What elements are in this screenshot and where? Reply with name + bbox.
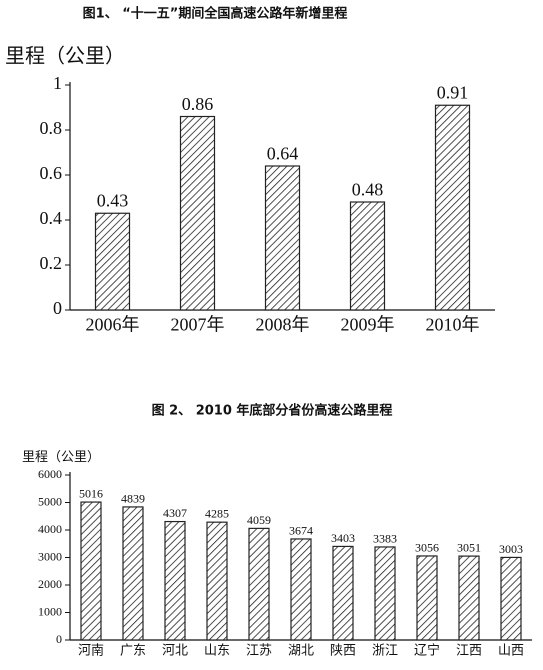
value-label: 3056 (415, 541, 439, 555)
x-tick-label: 2008年 (256, 314, 310, 334)
x-tick-label: 浙江 (372, 643, 398, 658)
bar (164, 520, 186, 641)
value-label: 3383 (373, 532, 397, 546)
y-tick-label: 0.4 (40, 208, 63, 228)
x-tick-label: 陕西 (330, 643, 356, 658)
y-axis-label: 里程（公里） (5, 45, 125, 68)
bar (500, 556, 522, 641)
chart-title: 图1、 “十一五”期间全国高速公路年新增里程 (83, 6, 348, 22)
bar (290, 538, 312, 641)
y-tick-label: 0 (53, 298, 62, 318)
x-tick-label: 山西 (498, 643, 524, 658)
value-label: 3674 (289, 524, 313, 538)
value-label: 3003 (499, 542, 523, 556)
y-tick-label: 2000 (38, 577, 62, 591)
x-tick-label: 河南 (78, 643, 104, 658)
bar (374, 546, 396, 641)
y-tick-label: 1 (53, 73, 62, 93)
value-label: 4285 (205, 507, 229, 521)
y-tick-label: 6000 (38, 467, 62, 481)
y-tick-label: 1000 (38, 604, 62, 618)
value-label: 4839 (121, 491, 145, 505)
x-tick-label: 辽宁 (414, 643, 440, 658)
x-tick-label: 江西 (456, 643, 482, 658)
bar (349, 201, 386, 311)
y-tick-label: 5000 (38, 494, 62, 508)
value-label: 0.86 (182, 94, 214, 114)
bar (94, 212, 131, 311)
x-tick-label: 河北 (162, 643, 188, 658)
x-tick-label: 广东 (120, 643, 146, 658)
value-label: 0.48 (352, 179, 384, 199)
bar (332, 545, 354, 641)
y-axis-label: 里程（公里） (22, 449, 100, 464)
value-label: 4059 (247, 513, 271, 527)
bar (206, 521, 228, 641)
bar (458, 555, 480, 641)
y-tick-label: 0 (56, 632, 62, 646)
bar (434, 104, 471, 311)
y-tick-label: 0.2 (40, 253, 63, 273)
y-tick-label: 4000 (38, 522, 62, 536)
bar (264, 165, 301, 311)
x-tick-label: 江苏 (246, 643, 272, 658)
chart-title: 图 2、 2010 年底部分省份高速公路里程 (152, 403, 393, 419)
bar (122, 506, 144, 641)
y-tick-label: 3000 (38, 549, 62, 563)
value-label: 0.43 (97, 191, 129, 211)
bar (416, 555, 438, 641)
value-label: 3403 (331, 531, 355, 545)
bar (248, 527, 270, 641)
value-label: 5016 (79, 487, 103, 501)
value-label: 0.91 (437, 83, 469, 103)
value-label: 0.64 (267, 143, 299, 163)
x-tick-label: 2010年 (426, 314, 480, 334)
x-tick-label: 山东 (204, 643, 230, 658)
value-label: 4307 (163, 506, 187, 520)
value-label: 3051 (457, 541, 481, 555)
x-tick-label: 2009年 (341, 314, 395, 334)
x-tick-label: 2006年 (86, 314, 140, 334)
x-tick-label: 湖北 (288, 643, 314, 658)
x-tick-label: 2007年 (171, 314, 225, 334)
y-tick-label: 0.6 (40, 163, 63, 183)
bar (80, 501, 102, 641)
y-tick-label: 0.8 (40, 118, 63, 138)
bar (179, 115, 216, 311)
